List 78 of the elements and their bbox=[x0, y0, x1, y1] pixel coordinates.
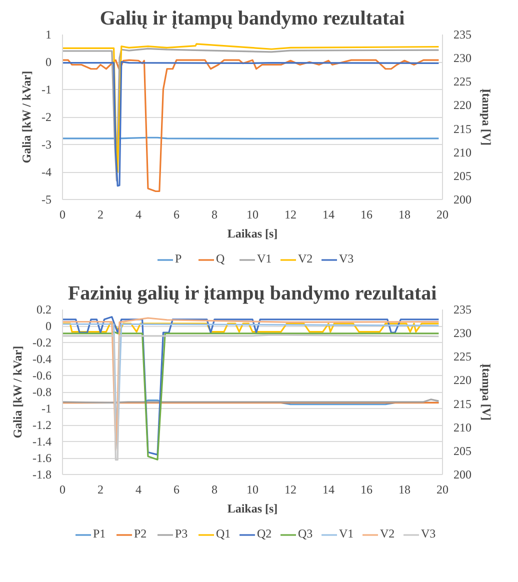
y-tick-label: 0 bbox=[46, 319, 52, 333]
y-tick-label: 0 bbox=[46, 55, 52, 69]
legend-label: P1 bbox=[93, 526, 107, 542]
x-tick-label: 14 bbox=[322, 482, 334, 496]
y2-axis-title: Įtampa [V] bbox=[480, 364, 494, 421]
x-tick-label: 10 bbox=[246, 482, 258, 496]
x-tick-label: 2 bbox=[98, 482, 104, 496]
legend-label: Q3 bbox=[298, 526, 314, 542]
y2-tick-label: 220 bbox=[454, 373, 472, 388]
legend-label: Q1 bbox=[216, 526, 232, 542]
y2-tick-label: 205 bbox=[454, 444, 472, 458]
y-tick-label: -2 bbox=[42, 110, 52, 124]
y-tick-label: -5 bbox=[42, 192, 52, 206]
chart-title: Galių ir įtampų bandymo rezultatai bbox=[100, 8, 406, 30]
x-tick-label: 8 bbox=[212, 208, 218, 222]
legend-label: V1 bbox=[339, 526, 355, 542]
x-tick-label: 6 bbox=[174, 208, 180, 222]
legend-label: V2 bbox=[380, 526, 396, 542]
y2-tick-label: 200 bbox=[454, 468, 472, 482]
y2-tick-label: 205 bbox=[454, 168, 472, 183]
chart-title: Fazinių galių ir įtampų bandymo rezultatai bbox=[68, 282, 438, 304]
legend-label: Q2 bbox=[257, 526, 273, 542]
y2-tick-label: 215 bbox=[454, 122, 472, 136]
y-tick-label: -0.2 bbox=[32, 336, 52, 350]
x-tick-label: 20 bbox=[436, 208, 448, 222]
y-axis-title: Galia [kW / kVar] bbox=[10, 346, 25, 438]
x-tick-label: 14 bbox=[322, 208, 334, 222]
y-tick-label: -1 bbox=[42, 82, 52, 96]
y2-tick-label: 225 bbox=[454, 350, 472, 364]
y-axis-title: Galia [kW / kVar] bbox=[20, 70, 34, 164]
y-tick-label: -4 bbox=[42, 165, 52, 179]
y-tick-label: -1.4 bbox=[32, 434, 52, 448]
legend-label: P3 bbox=[175, 526, 189, 542]
y2-tick-label: 210 bbox=[454, 420, 472, 434]
x-tick-label: 16 bbox=[360, 208, 372, 222]
x-axis-title: Laikas [s] bbox=[227, 502, 278, 516]
y-tick-label: 1 bbox=[46, 28, 52, 42]
y2-tick-label: 210 bbox=[454, 145, 472, 160]
x-tick-label: 20 bbox=[436, 482, 448, 496]
y-tick-label: -1.6 bbox=[32, 451, 52, 465]
y2-tick-label: 235 bbox=[454, 28, 472, 42]
legend-label: Q bbox=[216, 252, 226, 266]
legend-label: V2 bbox=[298, 252, 314, 266]
x-tick-label: 18 bbox=[398, 208, 410, 222]
y2-tick-label: 200 bbox=[454, 192, 472, 206]
y-tick-label: -3 bbox=[42, 138, 52, 152]
legend-label: V3 bbox=[339, 252, 355, 266]
x-tick-label: 12 bbox=[284, 482, 296, 496]
x-tick-label: 4 bbox=[136, 482, 142, 496]
x-tick-label: 16 bbox=[360, 482, 372, 496]
x-tick-label: 2 bbox=[98, 208, 104, 222]
y-tick-label: -0.8 bbox=[32, 385, 52, 399]
y2-tick-label: 230 bbox=[454, 326, 472, 340]
x-tick-label: 18 bbox=[398, 482, 410, 496]
y2-tick-label: 215 bbox=[454, 396, 472, 411]
y-tick-label: -0.6 bbox=[32, 368, 52, 382]
y-tick-label: -1 bbox=[42, 402, 52, 416]
x-tick-label: 6 bbox=[174, 482, 180, 496]
x-tick-label: 0 bbox=[60, 208, 66, 222]
x-tick-label: 10 bbox=[246, 208, 258, 222]
legend-label: V1 bbox=[257, 252, 273, 266]
y2-tick-label: 225 bbox=[454, 74, 472, 89]
legend-label: P bbox=[175, 252, 183, 266]
x-tick-label: 4 bbox=[136, 208, 142, 222]
y2-tick-label: 220 bbox=[454, 98, 472, 112]
y-tick-label: 0.2 bbox=[36, 302, 52, 316]
x-tick-label: 12 bbox=[284, 208, 296, 222]
y2-axis-title: Įtampa [V] bbox=[480, 88, 494, 146]
y-tick-label: -0.4 bbox=[32, 352, 52, 366]
x-axis-title: Laikas [s] bbox=[227, 226, 278, 240]
x-tick-label: 8 bbox=[212, 482, 218, 496]
y2-tick-label: 230 bbox=[454, 51, 472, 66]
legend-label: V3 bbox=[421, 526, 437, 542]
y-tick-label: -1.8 bbox=[32, 468, 52, 482]
y2-tick-label: 235 bbox=[454, 302, 472, 316]
x-tick-label: 0 bbox=[60, 482, 66, 496]
y-tick-label: -1.2 bbox=[32, 418, 52, 432]
legend-label: P2 bbox=[134, 526, 148, 542]
